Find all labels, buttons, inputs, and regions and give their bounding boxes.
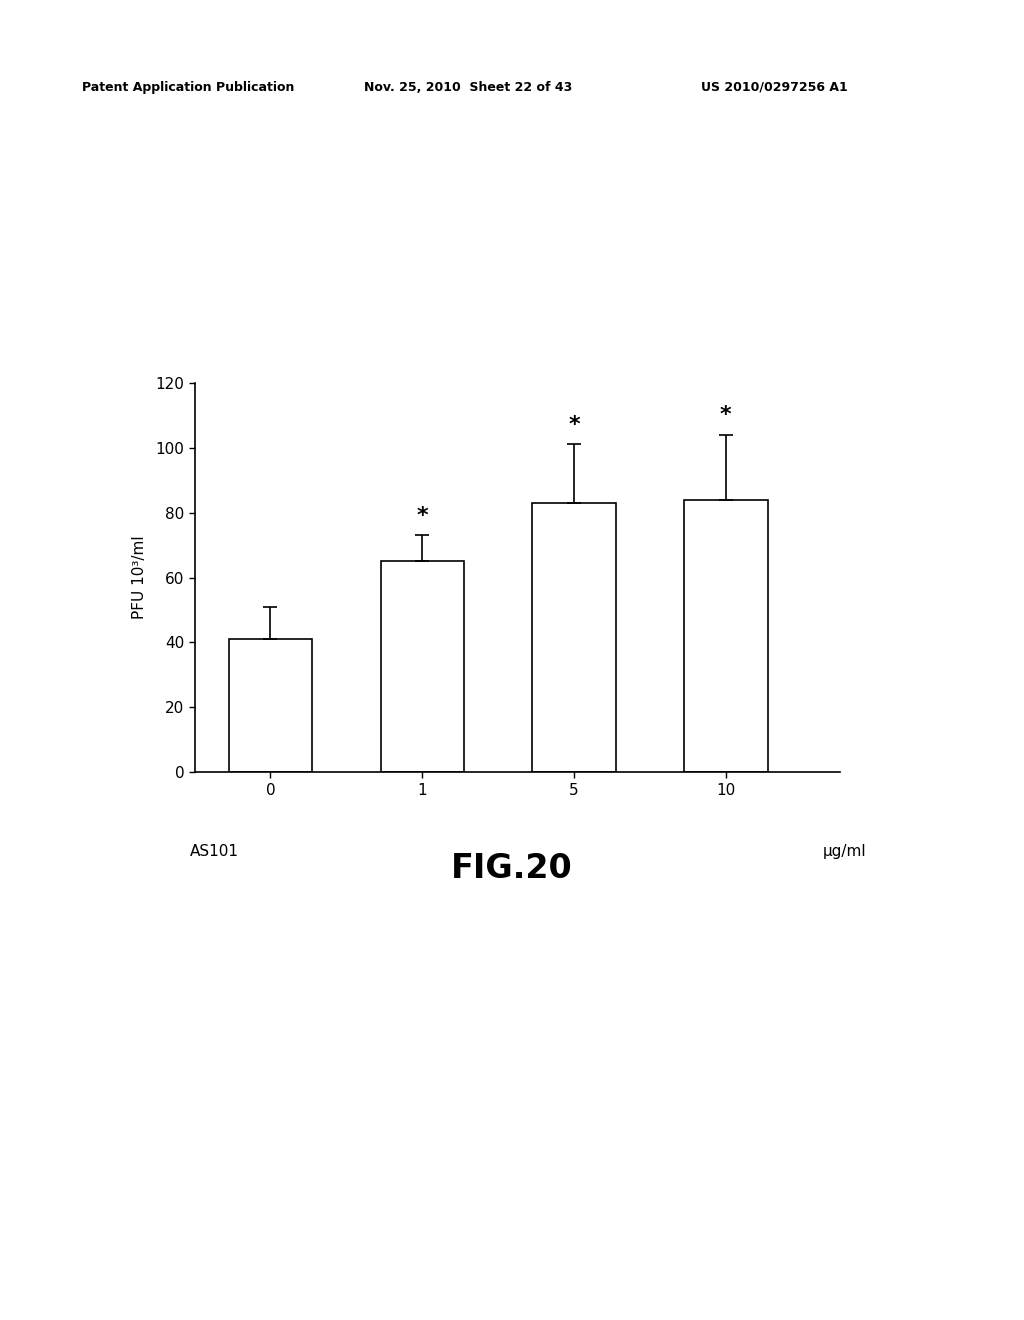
Text: AS101: AS101: [189, 843, 239, 858]
Y-axis label: PFU 10³/ml: PFU 10³/ml: [132, 536, 146, 619]
Text: *: *: [568, 414, 580, 434]
Text: *: *: [720, 405, 731, 425]
Text: μg/ml: μg/ml: [822, 843, 866, 858]
Bar: [684, 500, 768, 772]
Bar: [228, 639, 312, 772]
Text: Patent Application Publication: Patent Application Publication: [82, 81, 294, 94]
Bar: [381, 561, 464, 772]
Text: US 2010/0297256 A1: US 2010/0297256 A1: [701, 81, 848, 94]
Text: FIG.20: FIG.20: [452, 853, 572, 884]
Text: *: *: [417, 506, 428, 525]
Text: Nov. 25, 2010  Sheet 22 of 43: Nov. 25, 2010 Sheet 22 of 43: [364, 81, 571, 94]
Bar: [532, 503, 615, 772]
